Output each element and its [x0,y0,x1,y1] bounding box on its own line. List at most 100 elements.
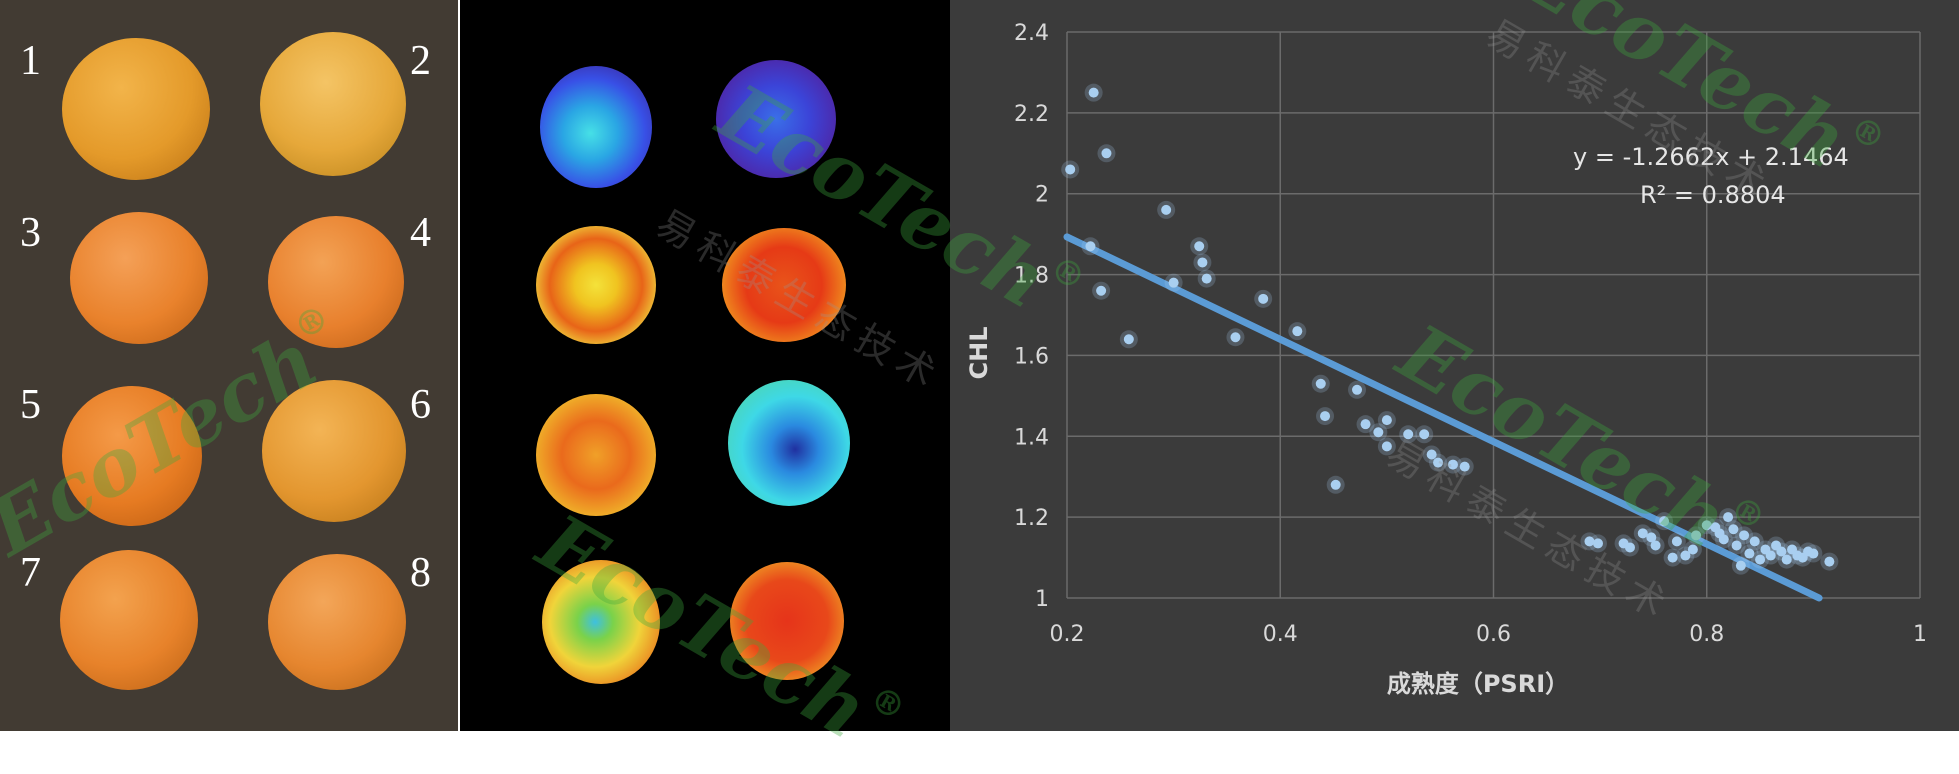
fruit-photo-8 [268,554,406,690]
fruit-photo-5 [62,386,202,526]
data-point [1096,285,1107,296]
data-point [1088,87,1099,98]
y-tick-label: 1 [1035,587,1049,612]
data-point [1659,516,1670,527]
data-point [1701,520,1712,531]
data-point [1671,536,1682,547]
data-point [1776,546,1787,557]
y-tick-label: 2 [1035,183,1049,208]
data-point [1687,544,1698,555]
spectral-image-4 [722,228,846,342]
fruit-photo-3 [70,212,208,344]
fruit-photo-7 [60,550,198,690]
spectral-image-7 [542,560,660,684]
spectral-image-2 [716,60,836,178]
data-point [1459,461,1470,472]
spectral-image-6 [728,380,850,506]
y-tick-label: 2.4 [1014,21,1049,46]
fruit-photo-1 [62,38,210,180]
data-point [1085,241,1096,252]
data-point [1691,530,1702,541]
spectral-image-1 [540,66,652,188]
data-point [1197,257,1208,268]
data-point [1426,449,1437,460]
data-point [1194,241,1205,252]
fruit-label-1: 1 [20,38,41,84]
chart-tick-labels: 1 1.2 1.4 1.6 1.8 2 2.2 2.4 0.2 0.4 0.6 0.8 1 [1014,21,1927,647]
x-tick-label: 0.8 [1689,622,1724,647]
data-point [1731,540,1742,551]
data-point [1447,459,1458,470]
x-tick-label: 0.2 [1050,622,1085,647]
spectral-image-5 [536,394,656,516]
data-point [1735,560,1746,571]
fruit-label-4: 4 [410,210,431,256]
data-point [1755,554,1766,565]
data-point [1584,536,1595,547]
data-point [1749,536,1760,547]
data-point [1373,427,1384,438]
scatter-chart: 1 1.2 1.4 1.6 1.8 2 2.2 2.4 0.2 0.4 0.6 0.8 1 y = -1… [965,21,1927,698]
data-point [1781,554,1792,565]
data-point [1739,530,1750,541]
x-tick-label: 0.6 [1476,622,1511,647]
data-point [1101,148,1112,159]
data-point [1352,384,1363,395]
data-point [1292,326,1303,337]
spectral-image-panel [460,0,950,731]
fruit-label-5: 5 [20,382,41,428]
data-point [1168,277,1179,288]
chart-gridlines [1066,31,1921,599]
fruit-photo-4 [268,216,404,348]
data-point [1723,512,1734,523]
data-point [1201,273,1212,284]
data-point [1360,419,1371,430]
data-point [1320,411,1331,422]
data-point [1403,429,1414,440]
y-tick-label: 1.4 [1014,425,1049,450]
data-point [1161,204,1172,215]
data-point [1824,556,1835,567]
y-tick-label: 2.2 [1014,102,1049,127]
fruit-photo-6 [262,380,406,522]
x-axis-title: 成熟度（PSRI） [1387,670,1569,698]
data-point [1123,334,1134,345]
fruit-photo-panel: 1 2 3 4 5 6 7 8 [0,0,458,731]
data-point [1718,534,1729,545]
data-point [1744,548,1755,559]
chart-points [1061,83,1839,575]
fruit-label-3: 3 [20,210,41,256]
data-point [1381,415,1392,426]
data-point [1419,429,1430,440]
data-point [1637,528,1648,539]
data-point [1433,457,1444,468]
data-point [1330,479,1341,490]
fruit-label-7: 7 [20,550,41,596]
spectral-image-3 [536,226,656,344]
data-point [1667,552,1678,563]
data-point [1624,542,1635,553]
data-point [1592,538,1603,549]
data-point [1646,532,1657,543]
fruit-label-6: 6 [410,382,431,428]
data-point [1680,550,1691,561]
data-point [1765,550,1776,561]
data-point [1230,332,1241,343]
data-point [1808,548,1819,559]
trendline-r-squared: R² = 0.8804 [1640,181,1786,209]
data-point [1258,293,1269,304]
y-axis-title: CHL [965,327,993,380]
data-point [1315,378,1326,389]
x-tick-label: 0.4 [1263,622,1298,647]
spectral-image-8 [730,562,844,680]
fruit-photo-2 [260,32,406,176]
scatter-chart-panel: 1 1.2 1.4 1.6 1.8 2 2.2 2.4 0.2 0.4 0.6 0.8 1 y = -1… [950,0,1959,731]
trendline-equation: y = -1.2662x + 2.1464 [1573,143,1849,171]
data-point [1728,524,1739,535]
y-tick-label: 1.6 [1014,344,1049,369]
fruit-label-8: 8 [410,550,431,596]
x-tick-label: 1 [1913,622,1927,647]
data-point [1381,441,1392,452]
fruit-label-2: 2 [410,38,431,84]
y-tick-label: 1.2 [1014,506,1049,531]
